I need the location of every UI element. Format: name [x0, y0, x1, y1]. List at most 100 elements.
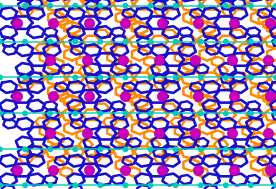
Point — [224, 112, 228, 115]
Point — [274, 76, 276, 79]
Point — [123, 40, 128, 43]
Point — [148, 148, 153, 151]
Point — [98, 148, 103, 151]
Point — [173, 4, 178, 7]
Point — [249, 184, 253, 187]
Point — [224, 4, 228, 7]
Point — [193, 132, 198, 135]
Point — [157, 132, 161, 135]
Point — [173, 40, 178, 43]
Point — [121, 58, 125, 61]
Point — [224, 40, 228, 43]
Point — [123, 169, 128, 172]
Point — [0, 112, 2, 115]
Point — [87, 95, 91, 98]
Point — [173, 184, 178, 187]
Point — [173, 112, 178, 115]
Point — [274, 4, 276, 7]
Point — [196, 21, 200, 24]
Point — [51, 21, 55, 24]
Point — [73, 148, 78, 151]
Point — [0, 148, 2, 151]
Point — [249, 148, 253, 151]
Point — [98, 112, 103, 115]
Point — [196, 169, 200, 172]
Point — [48, 132, 52, 135]
Point — [0, 184, 2, 187]
Point — [48, 148, 52, 151]
Point — [0, 76, 2, 79]
Point — [48, 112, 52, 115]
Point — [14, 21, 19, 24]
Point — [148, 112, 153, 115]
Point — [23, 4, 27, 7]
Point — [198, 184, 203, 187]
Point — [173, 148, 178, 151]
Point — [274, 40, 276, 43]
Point — [224, 76, 228, 79]
Point — [148, 4, 153, 7]
Point — [121, 132, 125, 135]
Point — [23, 76, 27, 79]
Point — [98, 40, 103, 43]
Point — [198, 112, 203, 115]
Point — [123, 21, 128, 24]
Point — [48, 40, 52, 43]
Point — [14, 95, 19, 98]
Point — [266, 58, 270, 61]
Point — [98, 4, 103, 7]
Point — [123, 148, 128, 151]
Point — [23, 112, 27, 115]
Point — [84, 132, 89, 135]
Point — [224, 184, 228, 187]
Point — [230, 132, 234, 135]
Point — [148, 184, 153, 187]
Point — [23, 148, 27, 151]
Point — [23, 40, 27, 43]
Point — [73, 4, 78, 7]
Point — [249, 40, 253, 43]
Point — [123, 184, 128, 187]
Point — [123, 112, 128, 115]
Point — [73, 40, 78, 43]
Point — [87, 21, 91, 24]
Point — [198, 148, 203, 151]
Point — [160, 169, 164, 172]
Point — [232, 95, 237, 98]
Point — [268, 95, 273, 98]
Point — [198, 40, 203, 43]
Point — [48, 58, 52, 61]
Point — [230, 58, 234, 61]
Point — [249, 76, 253, 79]
Point — [268, 169, 273, 172]
Point — [123, 95, 128, 98]
Point — [123, 4, 128, 7]
Point — [274, 148, 276, 151]
Point — [266, 132, 270, 135]
Point — [51, 169, 55, 172]
Point — [51, 95, 55, 98]
Point — [268, 21, 273, 24]
Point — [23, 184, 27, 187]
Point — [73, 112, 78, 115]
Point — [0, 40, 2, 43]
Point — [98, 184, 103, 187]
Point — [48, 4, 52, 7]
Point — [193, 58, 198, 61]
Point — [274, 184, 276, 187]
Point — [196, 95, 200, 98]
Point — [48, 184, 52, 187]
Point — [198, 76, 203, 79]
Point — [73, 76, 78, 79]
Point — [123, 76, 128, 79]
Point — [224, 148, 228, 151]
Point — [87, 169, 91, 172]
Point — [274, 112, 276, 115]
Point — [98, 76, 103, 79]
Point — [0, 4, 2, 7]
Point — [14, 169, 19, 172]
Point — [148, 76, 153, 79]
Point — [232, 21, 237, 24]
Point — [157, 58, 161, 61]
Point — [249, 112, 253, 115]
